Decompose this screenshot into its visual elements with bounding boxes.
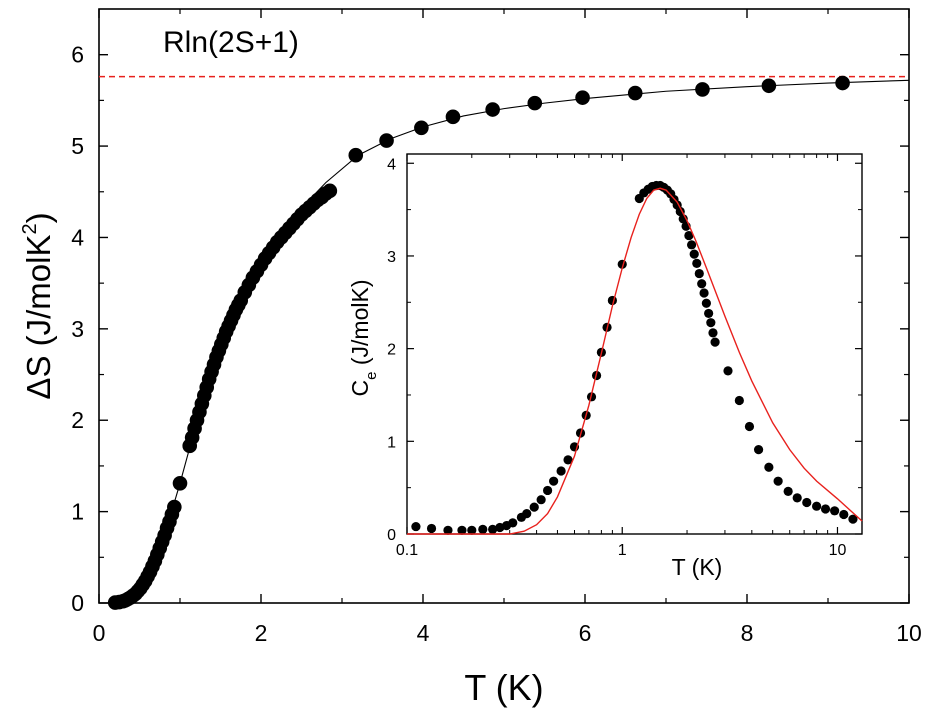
main-data-point <box>348 147 364 163</box>
inset-data-point <box>783 486 793 496</box>
inset-y-tick-label: 2 <box>387 342 396 359</box>
inset-data-point <box>686 240 697 250</box>
main-data-points <box>107 75 850 610</box>
inset-data-point <box>701 298 711 308</box>
inset-data-point <box>488 524 498 534</box>
main-x-tick-label: 2 <box>255 620 268 646</box>
reference-line-label: Rln(2S+1) <box>163 26 299 59</box>
inset-data-point <box>426 523 437 534</box>
inset-chart: 0.1 1 10 0 1 2 3 4 T (K) Ce (J/molK) <box>347 153 863 580</box>
inset-data-point <box>478 524 488 534</box>
inset-data-point <box>753 445 764 455</box>
inset-x-ticks: 0.1 1 10 <box>396 154 847 559</box>
inset-data-point <box>830 506 840 516</box>
inset-data-point <box>792 493 802 503</box>
inset-data-point <box>848 514 858 524</box>
inset-data-point <box>536 495 546 505</box>
main-y-ticks: 0 1 2 3 4 5 6 <box>71 42 909 616</box>
inset-data-point <box>694 268 704 279</box>
main-data-point <box>627 85 643 101</box>
main-data-point <box>695 82 710 97</box>
main-y-tick-label: 6 <box>71 42 84 68</box>
inset-data-point <box>704 308 714 319</box>
inset-data-point <box>773 476 783 486</box>
inset-data-points <box>411 180 858 535</box>
main-x-axis-label: T (K) <box>464 667 543 708</box>
inset-data-point <box>689 249 699 259</box>
main-y-tick-label: 5 <box>71 133 84 159</box>
inset-data-point <box>723 366 733 376</box>
inset-y-tick-label: 4 <box>387 156 396 173</box>
main-y-tick-label: 0 <box>71 590 84 616</box>
inset-data-point <box>708 328 718 338</box>
main-y-tick-label: 1 <box>71 499 84 525</box>
main-y-tick-label: 4 <box>71 224 84 250</box>
inset-data-point <box>556 466 566 476</box>
main-data-point <box>761 78 777 94</box>
inset-data-point <box>812 501 822 511</box>
inset-x-tick-label: 10 <box>829 542 847 559</box>
inset-y-ticks: 0 1 2 3 4 <box>387 156 862 544</box>
main-data-point <box>835 75 850 91</box>
inset-y-tick-label: 3 <box>387 249 396 266</box>
main-y-tick-label: 2 <box>71 407 84 433</box>
inset-data-point <box>699 288 709 298</box>
main-data-point <box>445 109 461 125</box>
main-data-point <box>414 120 429 136</box>
main-data-point <box>172 475 188 491</box>
inset-data-point <box>443 525 453 535</box>
main-data-point <box>485 102 500 117</box>
inset-data-point <box>529 502 539 512</box>
inset-data-point <box>563 455 573 465</box>
inset-data-point <box>710 337 720 347</box>
main-data-point <box>167 499 182 515</box>
inset-plot-frame <box>406 153 863 535</box>
inset-y-tick-label: 1 <box>387 434 396 451</box>
main-y-tick-label: 3 <box>71 316 84 342</box>
inset-data-point <box>692 258 702 268</box>
inset-x-tick-label: 0.1 <box>396 542 418 559</box>
main-x-tick-label: 8 <box>741 620 754 646</box>
inset-data-point <box>522 509 532 519</box>
inset-data-point <box>697 279 707 289</box>
main-x-tick-label: 0 <box>93 620 106 646</box>
main-data-point <box>527 95 543 111</box>
main-data-point <box>322 183 338 199</box>
inset-data-point <box>706 318 716 328</box>
inset-x-tick-label: 1 <box>618 542 627 559</box>
inset-data-point <box>508 518 518 528</box>
main-x-ticks: 0 2 4 6 8 10 <box>93 9 922 646</box>
inset-fit-curve <box>407 187 863 535</box>
inset-y-tick-label: 0 <box>387 527 396 544</box>
inset-x-axis-label: T (K) <box>672 554 723 580</box>
inset-model-line <box>407 187 863 535</box>
main-data-point <box>575 90 590 105</box>
inset-data-point <box>744 421 755 432</box>
main-y-axis-label: ΔS (J/molK2) <box>19 212 57 399</box>
main-data-point <box>379 133 394 148</box>
main-x-tick-label: 10 <box>896 620 922 646</box>
inset-data-point <box>734 395 744 406</box>
main-x-tick-label: 6 <box>579 620 592 646</box>
inset-data-point <box>549 476 559 486</box>
inset-data-point <box>457 525 467 535</box>
inset-data-point <box>802 497 812 508</box>
inset-data-point <box>839 509 849 520</box>
main-x-tick-label: 4 <box>417 620 430 646</box>
inset-data-point <box>764 462 774 472</box>
inset-data-point <box>820 504 831 514</box>
inset-data-point <box>542 485 553 496</box>
inset-y-axis-label: Ce (J/molK) <box>347 280 380 397</box>
inset-data-point <box>684 230 694 241</box>
inset-data-point <box>411 521 421 532</box>
